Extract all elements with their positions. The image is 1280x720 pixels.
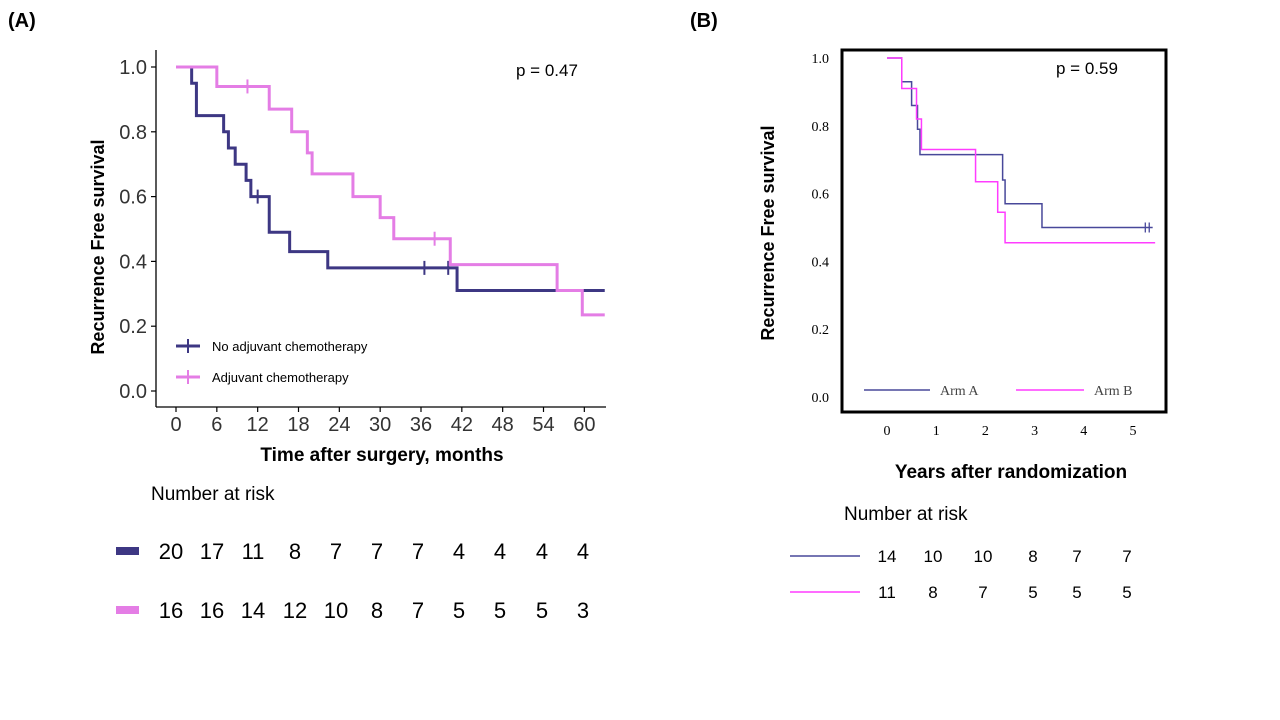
a-series-2-line: [176, 65, 605, 317]
a-risk-value: 4: [494, 539, 506, 564]
a-risk-value: 16: [200, 598, 224, 623]
a-y-tick-label: 1.0: [119, 57, 147, 79]
a-series-1-line: [176, 65, 605, 293]
a-y-tick-label: 0.8: [119, 122, 147, 144]
a-x-tick-label: 12: [247, 414, 269, 436]
b-risk-value: 11: [878, 583, 896, 602]
a-risk-value: 5: [494, 598, 506, 623]
a-risk-value: 10: [324, 598, 348, 623]
a-risk-value: 17: [200, 539, 224, 564]
a-x-tick-label: 30: [369, 414, 391, 436]
b-y-tick-label: 0.2: [812, 323, 830, 338]
b-p-value: p = 0.59: [1056, 59, 1118, 78]
a-y-tick-label: 0.6: [119, 187, 147, 209]
b-risk-value: 5: [1072, 583, 1081, 602]
b-risk-value: 7: [1072, 547, 1081, 566]
b-series-2-line: [887, 57, 1156, 244]
a-risk-value: 7: [371, 539, 383, 564]
b-y-tick-label: 0.6: [812, 188, 830, 203]
b-y-tick-label: 0.0: [812, 391, 830, 406]
a-risk-value: 4: [453, 539, 465, 564]
b-risk-value: 14: [878, 547, 897, 566]
b-risk-value: 5: [1028, 583, 1037, 602]
a-risk-value: 8: [371, 598, 383, 623]
panel-b-label: (B): [690, 10, 718, 32]
a-x-tick-label: 54: [532, 414, 554, 436]
b-risk-value: 8: [1028, 547, 1037, 566]
a-risk-value: 14: [241, 598, 265, 623]
a-risk-value: 7: [330, 539, 342, 564]
b-y-tick-label: 0.4: [812, 255, 830, 270]
a-y-axis-title: Recurrence Free survival: [88, 139, 108, 354]
b-y-tick-label: 1.0: [812, 52, 830, 67]
panel-a-label: (A): [8, 10, 36, 32]
a-risk-value: 20: [159, 539, 183, 564]
b-number-at-risk-title: Number at risk: [844, 504, 968, 525]
b-legend-label-2: Arm B: [1094, 384, 1133, 399]
a-risk-value: 7: [412, 598, 424, 623]
a-risk-value: 8: [289, 539, 301, 564]
a-y-tick-label: 0.2: [119, 316, 147, 338]
b-x-tick-label: 3: [1031, 424, 1038, 439]
b-y-tick-label: 0.8: [812, 120, 830, 135]
a-risk-value: 5: [453, 598, 465, 623]
a-x-tick-label: 0: [170, 414, 181, 436]
b-legend-label-1: Arm A: [940, 384, 979, 399]
b-risk-value: 10: [924, 547, 943, 566]
b-x-tick-label: 2: [982, 424, 989, 439]
b-x-tick-label: 4: [1080, 424, 1087, 439]
b-x-tick-label: 1: [933, 424, 940, 439]
a-risk-value: 4: [536, 539, 548, 564]
a-risk-value: 16: [159, 598, 183, 623]
a-x-tick-label: 60: [573, 414, 595, 436]
b-series-1-line: [887, 57, 1153, 229]
a-legend-label-2: Adjuvant chemotherapy: [212, 370, 349, 385]
a-x-axis-title: Time after surgery, months: [260, 445, 503, 466]
b-risk-value: 10: [974, 547, 993, 566]
a-x-tick-label: 24: [328, 414, 350, 436]
b-x-tick-label: 0: [884, 424, 891, 439]
b-x-tick-label: 5: [1130, 424, 1137, 439]
a-risk-value: 3: [577, 598, 589, 623]
a-x-tick-label: 6: [211, 414, 222, 436]
a-x-tick-label: 48: [492, 414, 514, 436]
a-risk-value: 12: [283, 598, 307, 623]
a-risk-value: 7: [412, 539, 424, 564]
a-x-tick-label: 18: [287, 414, 309, 436]
a-legend-label-1: No adjuvant chemotherapy: [212, 339, 368, 354]
a-p-value: p = 0.47: [516, 61, 578, 80]
a-x-tick-label: 36: [410, 414, 432, 436]
a-y-tick-label: 0.4: [119, 251, 147, 273]
b-risk-value: 8: [928, 583, 937, 602]
a-x-tick-label: 42: [451, 414, 473, 436]
b-risk-value: 7: [978, 583, 987, 602]
b-y-axis-title: Recurrence Free survival: [758, 125, 778, 340]
a-y-tick-label: 0.0: [119, 381, 147, 403]
a-risk-value: 11: [242, 539, 265, 564]
a-risk-value: 5: [536, 598, 548, 623]
b-risk-value: 5: [1122, 583, 1131, 602]
b-risk-value: 7: [1122, 547, 1131, 566]
b-plot-frame: [840, 48, 1168, 414]
a-risk-value: 4: [577, 539, 589, 564]
b-x-axis-title: Years after randomization: [895, 462, 1127, 483]
a-number-at-risk-title: Number at risk: [151, 484, 275, 505]
